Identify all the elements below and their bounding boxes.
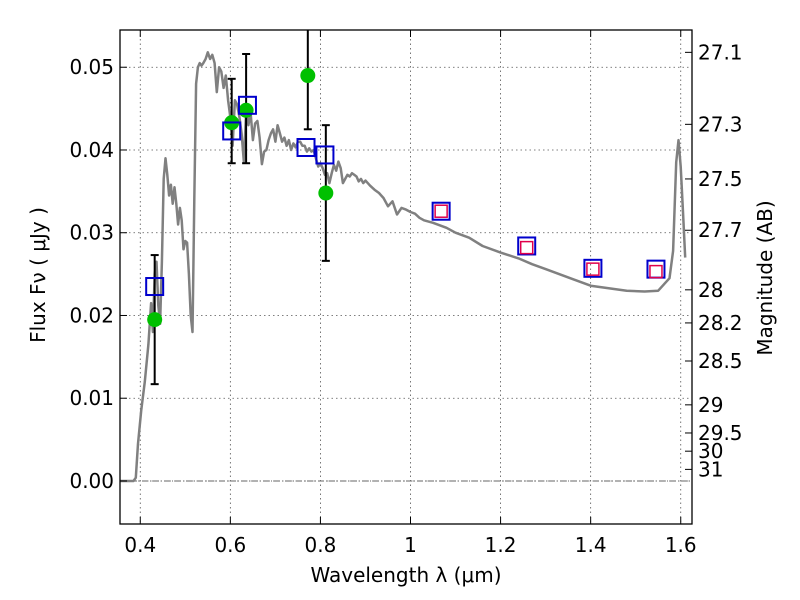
y-axis-label: Flux Fν ( μJy ) [26, 207, 50, 343]
right-tick-label: 27.5 [698, 167, 743, 191]
x-tick-label: 0.8 [305, 533, 337, 557]
model-square-inner [519, 240, 534, 255]
model-bandpass-squares [145, 95, 666, 297]
right-tick-label: 30 [698, 439, 723, 463]
x-tick-label: 1.4 [575, 533, 607, 557]
x-tick-label: 0.6 [214, 533, 246, 557]
y-tick-label: 0.02 [69, 303, 114, 327]
right-tick-label: 27.7 [698, 218, 743, 242]
plot-frame [119, 29, 693, 525]
x-tick-label: 0.4 [124, 533, 156, 557]
model-square [145, 277, 165, 297]
y-tick-label: 0.03 [69, 221, 114, 245]
right-tick-label: 29.5 [698, 421, 743, 445]
x-tick-label: 1.6 [665, 533, 697, 557]
model-square [222, 121, 242, 141]
y-tick-label: 0.01 [69, 386, 114, 410]
x-tick-label: 1.2 [485, 533, 517, 557]
model-square [431, 201, 451, 221]
model-square [296, 138, 316, 158]
observed-point [238, 102, 254, 118]
model-square-inner [586, 262, 600, 276]
grid [120, 30, 692, 524]
right-tick-label: 28.5 [698, 349, 743, 373]
model-square [583, 258, 603, 278]
x-axis-ticks: 0.4 0.6 0.8 1 1.2 1.4 1.6 [124, 30, 697, 557]
right-tick-label: 29 [698, 393, 723, 417]
y-tick-label: 0.00 [69, 469, 114, 493]
model-square [237, 95, 257, 115]
y-tick-label: 0.05 [69, 55, 114, 79]
right-tick-label: 28.2 [698, 311, 743, 335]
right-tick-label: 28 [698, 278, 723, 302]
sed-model-line [120, 51, 687, 483]
observed-point [318, 185, 334, 201]
right-axis-label: Magnitude (AB) [753, 200, 777, 355]
right-tick-label: 27.1 [698, 40, 743, 64]
model-square-inner [649, 264, 663, 279]
model-square-inner [434, 204, 448, 218]
model-square [315, 145, 335, 165]
model-square [517, 236, 537, 256]
x-axis-label: Wavelength λ (μm) [310, 563, 501, 587]
y-tick-label: 0.04 [69, 138, 114, 162]
x-tick-label: 1 [404, 533, 417, 557]
right-tick-label: 27.3 [698, 112, 743, 136]
y-axis-ticks: 0.00 0.01 0.02 0.03 0.04 0.05 [69, 55, 127, 493]
observed-point [300, 68, 316, 84]
right-tick-label: 31 [698, 457, 723, 481]
observed-point [147, 312, 163, 328]
